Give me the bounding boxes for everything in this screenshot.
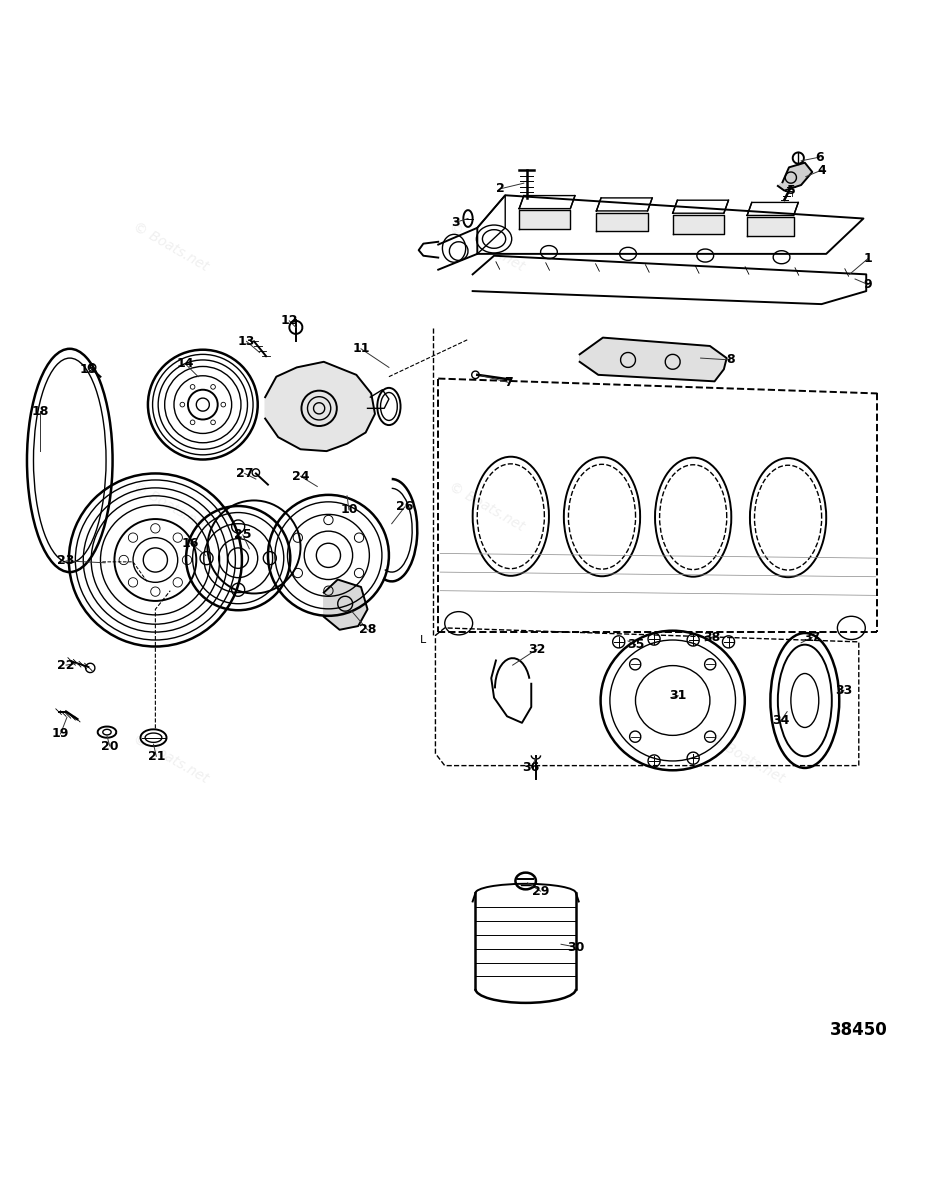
- Text: 8: 8: [726, 354, 735, 366]
- Polygon shape: [673, 215, 724, 234]
- Text: 2: 2: [496, 182, 505, 196]
- Text: 20: 20: [101, 739, 119, 752]
- Text: 9: 9: [864, 278, 872, 292]
- Text: 35: 35: [627, 638, 644, 652]
- Text: 5: 5: [787, 184, 797, 197]
- Text: L: L: [420, 635, 426, 646]
- Polygon shape: [477, 196, 863, 254]
- Text: 6: 6: [815, 151, 824, 163]
- Polygon shape: [579, 337, 726, 382]
- Text: 36: 36: [522, 761, 540, 774]
- Text: 37: 37: [804, 631, 821, 643]
- Text: 23: 23: [57, 554, 75, 568]
- Text: 33: 33: [835, 684, 853, 697]
- Text: 15: 15: [80, 362, 97, 376]
- Text: 21: 21: [148, 750, 165, 763]
- Polygon shape: [778, 163, 812, 191]
- Text: 30: 30: [567, 941, 585, 954]
- Polygon shape: [747, 217, 794, 236]
- Text: 10: 10: [340, 503, 358, 516]
- Text: © Boats.net: © Boats.net: [707, 731, 787, 785]
- Text: 11: 11: [352, 342, 370, 355]
- Text: 29: 29: [532, 884, 549, 898]
- Text: 13: 13: [238, 335, 256, 348]
- Text: 1: 1: [864, 252, 872, 265]
- Text: 16: 16: [182, 536, 199, 550]
- Text: 12: 12: [281, 314, 298, 328]
- Polygon shape: [438, 228, 477, 270]
- Text: 25: 25: [234, 528, 252, 541]
- Text: © Boats.net: © Boats.net: [130, 220, 211, 274]
- Polygon shape: [324, 580, 368, 630]
- Text: 27: 27: [236, 467, 254, 480]
- Text: © Boats.net: © Boats.net: [130, 480, 211, 534]
- Text: 4: 4: [817, 163, 826, 176]
- Text: 38450: 38450: [830, 1021, 887, 1039]
- Text: © Boats.net: © Boats.net: [446, 480, 527, 534]
- Text: 18: 18: [31, 404, 49, 418]
- Text: 38: 38: [703, 631, 721, 643]
- Text: 19: 19: [51, 727, 69, 740]
- Text: 34: 34: [772, 714, 789, 727]
- Text: 14: 14: [176, 358, 194, 370]
- Text: 3: 3: [451, 216, 461, 229]
- Text: 26: 26: [396, 500, 414, 514]
- Text: 7: 7: [504, 376, 512, 389]
- Polygon shape: [519, 210, 570, 229]
- Polygon shape: [596, 212, 648, 232]
- Polygon shape: [265, 362, 375, 451]
- Text: 24: 24: [292, 469, 309, 482]
- Text: 28: 28: [358, 623, 376, 636]
- Text: 31: 31: [669, 689, 687, 702]
- Text: 32: 32: [528, 643, 546, 656]
- Text: 22: 22: [57, 659, 75, 672]
- Text: © Boats.net: © Boats.net: [130, 731, 211, 785]
- Text: © Boats.net: © Boats.net: [446, 220, 527, 274]
